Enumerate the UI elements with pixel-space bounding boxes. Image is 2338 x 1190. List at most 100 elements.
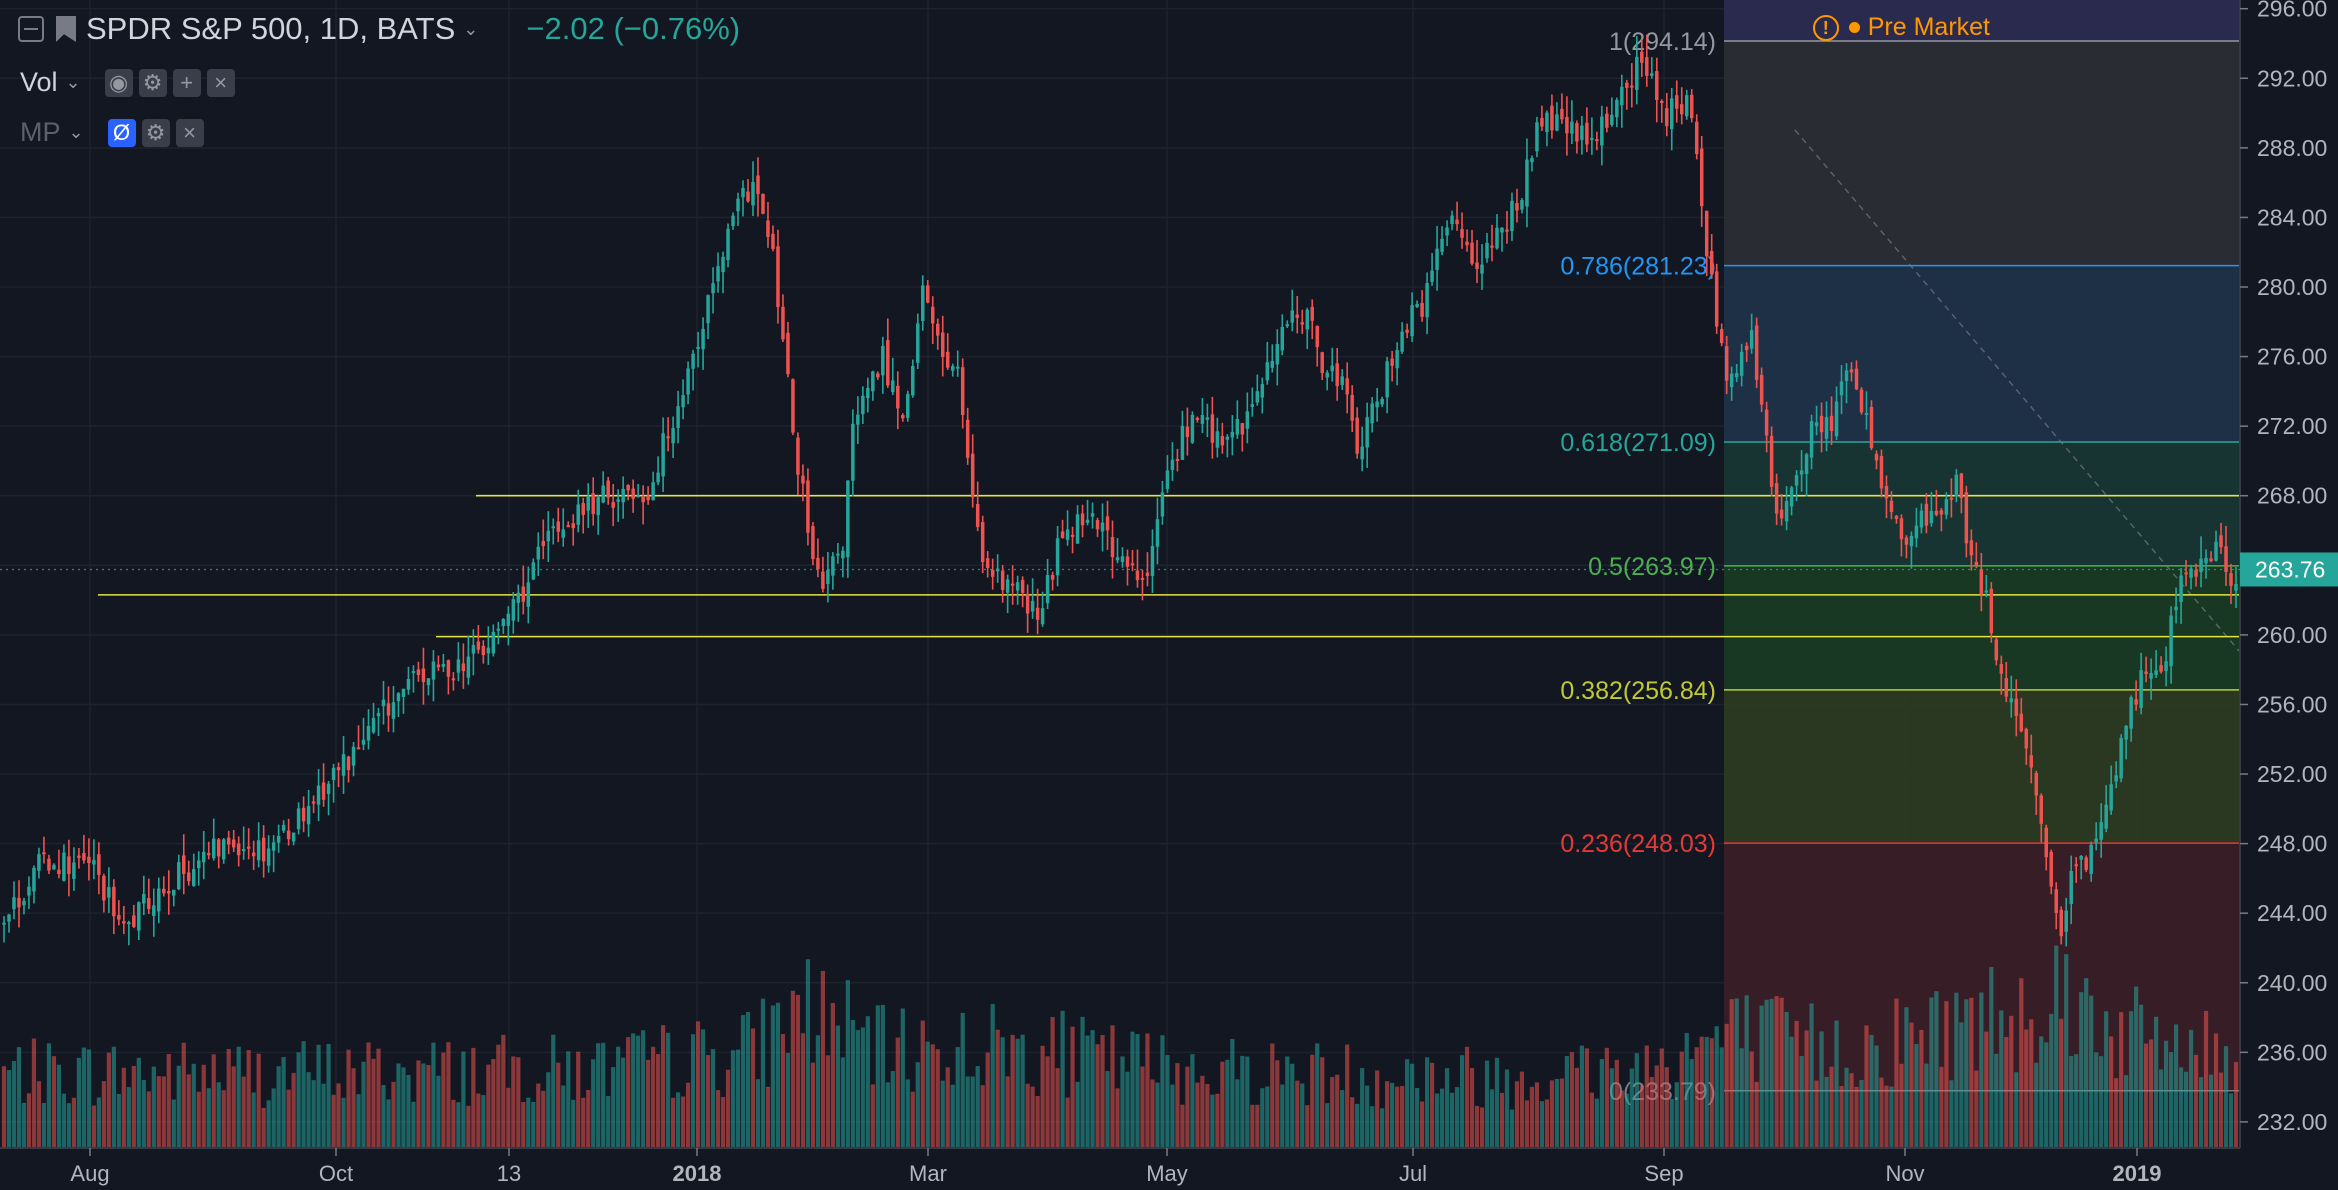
close-icon[interactable]: × (206, 68, 235, 97)
legend-main[interactable]: SPDR S&P 500, 1D, BATS ⌄ −2.02 (−0.76%) (18, 11, 740, 47)
candle-body (886, 340, 890, 386)
chevron-down-icon[interactable]: ⌄ (65, 72, 81, 92)
volume-bar (211, 1054, 216, 1148)
legend-volume[interactable]: Vol ⌄ ◉ ⚙ + × (20, 67, 235, 98)
volume-bar (1584, 1048, 1589, 1148)
pre-market-indicator[interactable]: ! Pre Market (1812, 13, 1990, 42)
volume-bar (1429, 1062, 1435, 1148)
candle-body (1580, 125, 1584, 140)
candle-body (2234, 584, 2238, 591)
price-tick-label: 260.00 (2257, 622, 2327, 648)
candle-body (416, 669, 421, 676)
candle-body (1794, 475, 1799, 486)
time-axis[interactable]: Aug Oct 13 2018 Mar May Jul Sep Nov 2019 (0, 1147, 2240, 1190)
volume-bar (770, 1005, 776, 1148)
candle-body (960, 367, 965, 415)
volume-bar (406, 1074, 411, 1148)
candle-body (27, 886, 31, 896)
candle-body (256, 840, 261, 861)
close-icon[interactable]: × (175, 118, 204, 147)
volume-bar (1669, 1098, 1674, 1148)
volume-bar (86, 1049, 91, 1148)
volume-bar (1125, 1071, 1130, 1148)
candle-body (1829, 415, 1834, 432)
volume-bar (1100, 1035, 1105, 1148)
candle-body (2024, 729, 2029, 749)
candle-body (1934, 510, 1939, 515)
price-tick-label: 252.00 (2257, 761, 2327, 787)
chevron-down-icon[interactable]: ⌄ (463, 18, 479, 39)
volume-bar (396, 1063, 401, 1148)
volume-bar (920, 1020, 925, 1148)
candle-body (661, 433, 665, 477)
candle-body (1310, 306, 1314, 321)
volume-bar (725, 1069, 731, 1148)
price-tick-label: 236.00 (2257, 1039, 2327, 1065)
collapse-icon[interactable] (18, 16, 44, 42)
volume-bar (1514, 1081, 1520, 1148)
gear-icon[interactable]: ⚙ (141, 118, 170, 147)
candle-body (2114, 775, 2118, 782)
volume-bar (850, 1019, 855, 1148)
candle-body (1215, 431, 1220, 448)
volume-bar (830, 1002, 835, 1148)
candle-body (1899, 518, 1904, 540)
candle-body (12, 897, 16, 910)
volume-bar (291, 1072, 296, 1148)
volume-bar (606, 1095, 611, 1148)
volume-bar (900, 1008, 905, 1148)
candle-body (1585, 122, 1589, 145)
price-axis-bg (2240, 0, 2338, 1190)
candle-body (1430, 270, 1434, 282)
volume-bar (1944, 1001, 1949, 1148)
trend-line[interactable] (1794, 129, 2241, 653)
candle-body (2079, 856, 2083, 860)
volume-bar (1744, 995, 1749, 1148)
volume-bar (2168, 1052, 2174, 1148)
candle-body (1984, 590, 1989, 593)
candle-body (1864, 412, 1869, 415)
candle-body (1325, 372, 1329, 378)
volume-bar (656, 1054, 661, 1148)
candle-body (826, 569, 830, 584)
flag-icon[interactable] (56, 16, 76, 42)
volume-bar (581, 1097, 586, 1148)
volume-bar (541, 1090, 546, 1148)
plus-icon[interactable]: + (172, 68, 201, 97)
volume-bar (1320, 1057, 1325, 1148)
candle-body (271, 842, 276, 851)
volume-bar (1834, 1020, 1839, 1148)
volume-bar (296, 1052, 301, 1148)
candle-body (856, 414, 860, 425)
volume-bar (1799, 1056, 1804, 1148)
volume-bar (825, 1055, 830, 1148)
volume-bar (1405, 1059, 1410, 1148)
chevron-down-icon[interactable]: ⌄ (68, 122, 84, 142)
volume-bar (880, 1005, 885, 1148)
volume-bar (1115, 1088, 1120, 1148)
gear-icon[interactable]: ⚙ (138, 68, 167, 97)
candle-body (1535, 122, 1539, 152)
volume-bar (1624, 1093, 1629, 1148)
volume-bar (661, 1025, 666, 1148)
candle-body (1360, 446, 1364, 460)
volume-bar (1000, 1037, 1005, 1148)
candle-body (1090, 513, 1095, 517)
candle-body (1979, 569, 1984, 595)
volume-bar (16, 1047, 22, 1148)
candle-body (1670, 98, 1674, 129)
volume-bar (1400, 1086, 1405, 1148)
candle-body (2229, 573, 2233, 586)
hidden-eye-icon[interactable]: Ø (107, 118, 136, 147)
candle-body (1275, 343, 1280, 365)
candle-body (1889, 500, 1894, 513)
candle-body (641, 496, 645, 503)
eye-icon[interactable]: ◉ (104, 68, 133, 97)
candle-body (1500, 227, 1504, 233)
volume-bar (1999, 1010, 2004, 1148)
price-tick-label: 256.00 (2257, 691, 2327, 717)
legend-mp[interactable]: MP ⌄ Ø ⚙ × (20, 117, 204, 148)
volume-bar (1200, 1075, 1205, 1148)
